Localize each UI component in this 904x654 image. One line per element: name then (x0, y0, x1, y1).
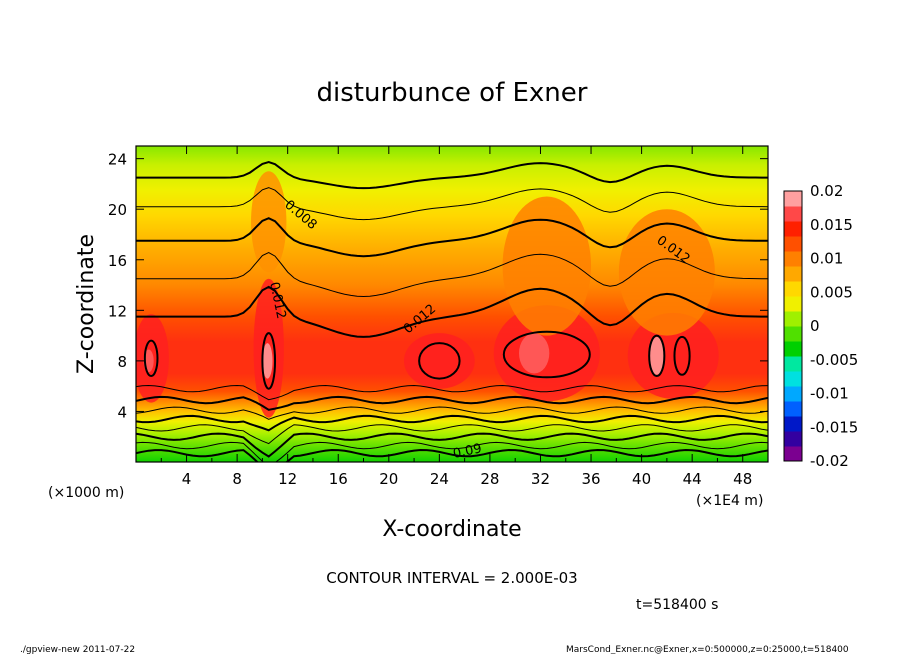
x-tick-label: 24 (430, 470, 449, 488)
x-axis-label: X-coordinate (382, 517, 521, 542)
colorbar-swatch (784, 281, 802, 297)
colorbar-label: 0.015 (810, 216, 853, 234)
field-feature (251, 171, 287, 273)
colorbar-label: -0.015 (810, 418, 858, 436)
colorbar-swatch (784, 311, 802, 327)
x-tick-label: 40 (632, 470, 651, 488)
contour-line (136, 285, 768, 338)
colorbar-swatch (784, 296, 802, 312)
x-unit-label: (×1E4 m) (696, 493, 763, 509)
x-tick-label: 8 (232, 470, 242, 488)
colorbar-swatch (784, 356, 802, 372)
x-tick-label: 28 (480, 470, 499, 488)
colorbar-swatch (784, 341, 802, 357)
colorbar-swatch (784, 446, 802, 462)
contour-line (136, 441, 768, 462)
x-tick-label: 48 (733, 470, 752, 488)
colorbar-swatch (784, 266, 802, 282)
contour-line (136, 217, 768, 258)
y-tick-label: 24 (108, 151, 127, 169)
colorbar-swatch (784, 251, 802, 267)
colorbar-frame (783, 190, 803, 462)
colorbar-swatch (784, 416, 802, 432)
colorbar-label: -0.005 (810, 351, 858, 369)
colorbar-swatch (784, 431, 802, 447)
contour-lines (136, 161, 768, 462)
x-tick-label: 4 (182, 470, 192, 488)
y-unit-label: (×1000 m) (48, 485, 124, 501)
contour-line (136, 406, 768, 420)
y-tick-label: 20 (108, 201, 127, 219)
contour-line (418, 342, 461, 380)
field-feature (518, 333, 550, 374)
contour-interval-note: CONTOUR INTERVAL = 2.000E-03 (326, 569, 577, 587)
contour-line (136, 187, 768, 221)
field-feature (502, 196, 592, 336)
contour-line (261, 332, 277, 390)
x-tick-label: 44 (683, 470, 702, 488)
contour-line (136, 384, 768, 401)
y-tick-label: 12 (108, 302, 127, 320)
colorbar-label: -0.01 (810, 385, 849, 403)
x-tick-label: 20 (379, 470, 398, 488)
footer-left: ./gpview-new 2011-07-22 (20, 645, 135, 654)
x-tick-label: 36 (581, 470, 600, 488)
contour-field (136, 146, 768, 462)
colorbar-label: 0.02 (810, 182, 843, 200)
colorbar-label: 0.01 (810, 250, 843, 268)
colorbar-label: 0 (810, 317, 820, 335)
time-note: t=518400 s (636, 597, 718, 613)
colorbar-swatch (784, 386, 802, 402)
contour-line (502, 330, 591, 379)
colorbar-swatch (784, 236, 802, 252)
colorbar-swatch (784, 371, 802, 387)
plot-frame (135, 145, 769, 463)
y-axis: 4 8 12 16 20 24 (108, 151, 768, 421)
field-feature (649, 336, 665, 375)
colorbar-swatch (784, 221, 802, 237)
y-tick-label: 8 (117, 353, 127, 371)
contour-line (136, 395, 768, 411)
contour-line (143, 339, 159, 378)
contour-line (136, 424, 768, 445)
x-tick-label: 16 (329, 470, 348, 488)
contour-label: 0.09 (452, 441, 483, 462)
footer-right: MarsCond_Exner.nc@Exner,x=0:500000,z=0:2… (566, 645, 849, 654)
contour-line (136, 448, 768, 462)
y-tick-label: 4 (117, 403, 127, 421)
contour-line (136, 414, 768, 432)
x-axis: 4 8 12 16 20 24 28 32 36 40 44 48 (160, 146, 752, 488)
colorbar-swatch (784, 326, 802, 342)
field-feature (262, 343, 273, 379)
contour-line (136, 252, 768, 298)
y-tick-label: 16 (108, 252, 127, 270)
field-feature (403, 333, 475, 389)
colorbar-swatch (784, 191, 802, 207)
colorbar-swatch (784, 206, 802, 222)
contour-line (136, 432, 768, 458)
field-feature (627, 312, 719, 399)
colorbar-label: -0.02 (810, 452, 849, 470)
x-tick-label: 12 (278, 470, 297, 488)
field-feature (618, 209, 715, 336)
contour-line (136, 161, 768, 190)
contour-line (673, 335, 691, 376)
y-axis-label: Z-coordinate (74, 234, 99, 374)
chart-title: disturbunce of Exner (317, 78, 588, 108)
x-tick-label: 32 (531, 470, 550, 488)
colorbar-label: 0.005 (810, 283, 853, 301)
contour-line (648, 334, 666, 378)
colorbar: 0.02 0.015 0.01 0.005 0 -0.005 -0.01 -0.015 -0.0… (783, 182, 858, 470)
colorbar-swatch (784, 401, 802, 417)
